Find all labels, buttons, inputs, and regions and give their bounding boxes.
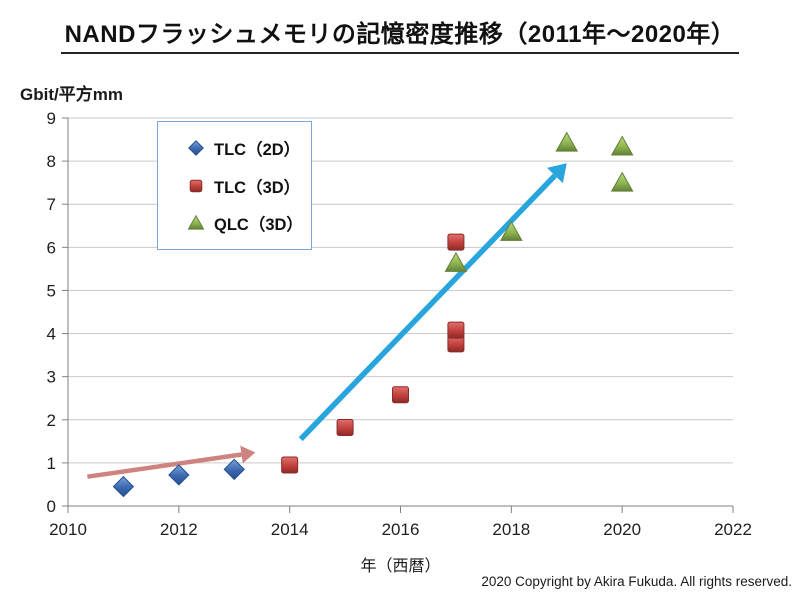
- triangle-icon: [187, 215, 205, 230]
- data-point-qlc-3d: [610, 171, 634, 192]
- rapid-growth-arrow: [298, 173, 557, 442]
- data-point-tlc-3d: [447, 321, 465, 339]
- y-tick-label: 1: [47, 454, 56, 473]
- rapid-growth-arrow-head: [546, 163, 567, 184]
- legend-label-tlc-2d: TLC（2D）: [214, 140, 301, 159]
- data-point-tlc-3d: [392, 386, 409, 404]
- legend: TLC（2D） TLC（3D） QLC（3D）: [157, 121, 312, 250]
- data-point-tlc-3d: [281, 456, 299, 474]
- x-tick-label: 2010: [49, 520, 87, 539]
- data-point-qlc-3d: [555, 131, 579, 152]
- y-tick-label: 3: [47, 368, 56, 387]
- copyright-text: 2020 Copyright by Akira Fukuda. All righ…: [481, 574, 792, 589]
- data-point-tlc-3d: [447, 233, 465, 251]
- data-point-qlc-3d: [610, 135, 634, 156]
- slow-growth-arrow: [87, 452, 242, 479]
- y-axis-unit-label: Gbit/平方mm: [20, 85, 123, 104]
- legend-label-qlc-3d: QLC（3D）: [214, 216, 303, 235]
- x-tick-label: 2018: [492, 520, 530, 539]
- legend-item-qlc-3d: QLC（3D）: [158, 211, 311, 235]
- x-tick-label: 2020: [603, 520, 641, 539]
- legend-item-tlc-3d: TLC（3D）: [158, 174, 311, 198]
- y-tick-label: 2: [47, 411, 56, 430]
- y-tick-label: 8: [47, 152, 56, 171]
- y-tick-label: 5: [47, 281, 56, 300]
- page-title: NANDフラッシュメモリの記憶密度推移（2011年～2020年）: [60, 14, 740, 54]
- diamond-icon: [188, 139, 204, 156]
- x-tick-label: 2014: [271, 520, 309, 539]
- x-axis-label: 年（西暦）: [360, 558, 441, 575]
- legend-item-tlc-2d: TLC（2D）: [158, 136, 311, 160]
- slow-growth-arrow-head: [240, 445, 256, 464]
- title-wrap: NANDフラッシュメモリの記憶密度推移（2011年～2020年）: [0, 14, 800, 54]
- data-point-qlc-3d: [444, 251, 468, 272]
- y-tick-label: 9: [47, 109, 56, 128]
- data-point-tlc-2d: [168, 464, 190, 486]
- square-icon: [189, 179, 203, 192]
- y-tick-label: 4: [47, 325, 56, 344]
- x-tick-label: 2012: [160, 520, 198, 539]
- data-point-qlc-3d: [499, 220, 523, 241]
- data-point-tlc-2d: [112, 475, 135, 498]
- data-point-tlc-3d: [336, 419, 354, 437]
- x-tick-label: 2016: [382, 520, 420, 539]
- data-point-tlc-2d: [223, 458, 245, 481]
- x-tick-label: 2022: [714, 520, 752, 539]
- y-tick-label: 7: [47, 195, 56, 214]
- y-tick-label: 6: [47, 238, 56, 257]
- legend-label-tlc-3d: TLC（3D）: [214, 178, 301, 197]
- y-tick-label: 0: [47, 497, 56, 516]
